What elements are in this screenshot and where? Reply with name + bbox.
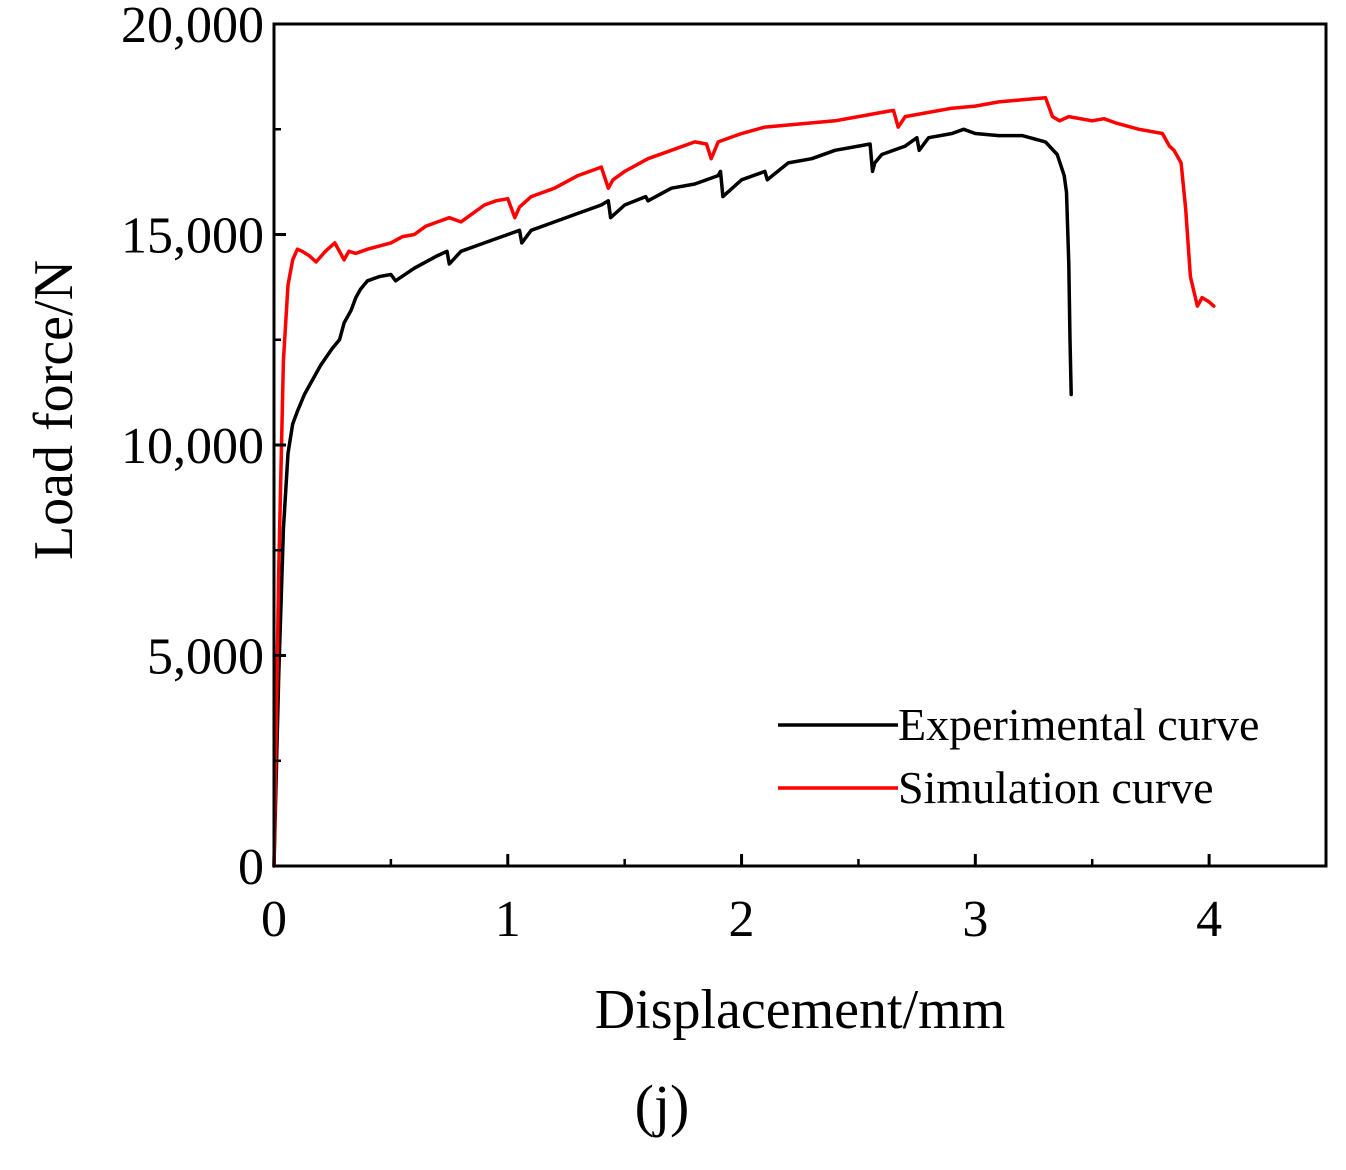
x-tick-label: 3 [962,891,988,948]
y-tick-label: 5,000 [147,629,264,686]
axis-ticks: 0 1 2 3 4 0 5,000 10,000 15,000 20,000 [121,0,1222,948]
y-tick-label: 15,000 [121,208,264,265]
y-tick-label: 20,000 [121,0,264,54]
x-axis-title: Displacement/mm [595,979,1006,1041]
plot-curves [272,95,1216,868]
y-tick-label: 0 [238,839,264,896]
legend: Experimental curve Simulation curve [778,699,1259,813]
legend-experimental-label: Experimental curve [898,699,1259,750]
x-tick-label: 0 [261,891,287,948]
y-tick-label: 10,000 [121,418,264,475]
experimental-curve [272,127,1073,868]
x-tick-label: 2 [729,891,755,948]
figure-caption: (j) [635,1073,690,1138]
simulation-curve [272,95,1216,868]
legend-simulation-label: Simulation curve [898,762,1214,813]
x-tick-label: 4 [1196,891,1222,948]
y-axis-title: Load force/N [23,260,85,560]
x-tick-label: 1 [495,891,521,948]
